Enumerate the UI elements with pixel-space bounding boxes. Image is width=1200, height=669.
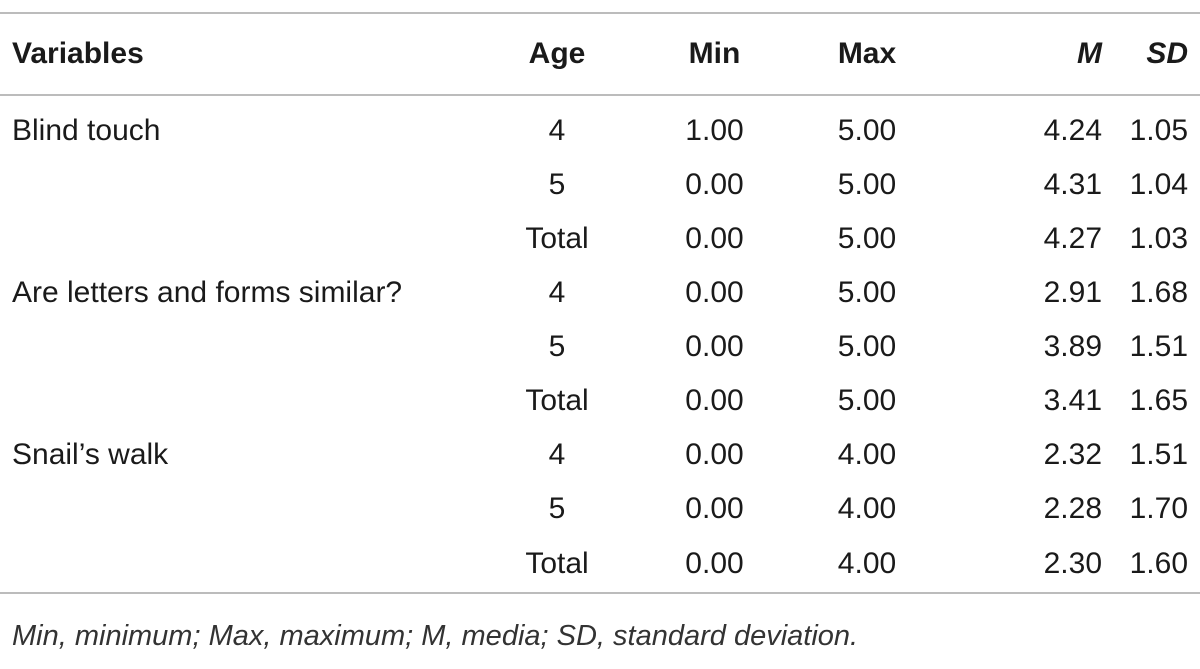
cell-sd: 1.60 [1129,547,1188,580]
cell-min: 0.00 [685,492,744,525]
cell-sd: 1.03 [1129,222,1188,255]
cell-mean: 4.31 [1043,168,1102,201]
header-min: Min [688,37,741,70]
cell-mean: 2.30 [1043,547,1102,580]
table-body: Blind touch 4 1.00 5.00 4.24 1.05 5 0.00… [0,95,1200,593]
header-sd: SD [1146,37,1188,70]
cell-sd: 1.05 [1129,114,1188,147]
header-row: Variables Age Min Max M SD [0,13,1200,95]
cell-max: 4.00 [837,492,897,525]
cell-max: 5.00 [837,384,897,417]
cell-mean: 3.41 [1043,384,1102,417]
cell-age: 4 [548,438,566,471]
table-row: Total 0.00 5.00 4.27 1.03 [0,212,1200,266]
cell-variable: Snail’s walk [12,438,169,471]
cell-min: 0.00 [685,547,744,580]
cell-variable: Are letters and forms similar? [12,276,403,309]
cell-age: 5 [548,330,566,363]
cell-mean: 3.89 [1043,330,1102,363]
cell-max: 5.00 [837,276,897,309]
cell-mean: 2.28 [1043,492,1102,525]
table-row: Total 0.00 5.00 3.41 1.65 [0,374,1200,428]
table-row: Are letters and forms similar? 4 0.00 5.… [0,266,1200,320]
cell-max: 5.00 [837,330,897,363]
header-variables: Variables [12,37,144,70]
cell-variable [0,536,467,593]
cell-min: 0.00 [685,222,744,255]
cell-max: 5.00 [837,114,897,147]
table-row: 5 0.00 4.00 2.28 1.70 [0,482,1200,536]
header-max: Max [837,37,897,70]
cell-min: 0.00 [685,276,744,309]
cell-age: Total [525,547,589,580]
cell-variable [0,482,467,536]
cell-max: 5.00 [837,168,897,201]
cell-mean: 4.27 [1043,222,1102,255]
cell-variable [0,212,467,266]
cell-min: 0.00 [685,168,744,201]
cell-age: 4 [548,276,566,309]
cell-mean: 4.24 [1043,114,1102,147]
cell-sd: 1.68 [1129,276,1188,309]
table-row: 5 0.00 5.00 3.89 1.51 [0,320,1200,374]
cell-sd: 1.70 [1129,492,1188,525]
cell-variable [0,158,467,212]
cell-mean: 2.32 [1043,438,1102,471]
cell-age: Total [525,222,589,255]
header-age: Age [528,37,586,70]
cell-age: Total [525,384,589,417]
table-row: Snail’s walk 4 0.00 4.00 2.32 1.51 [0,428,1200,482]
cell-variable [0,374,467,428]
cell-variable: Blind touch [12,114,161,147]
cell-variable [0,320,467,374]
cell-age: 5 [548,168,566,201]
cell-sd: 1.51 [1129,330,1188,363]
cell-mean: 2.91 [1043,276,1102,309]
cell-min: 1.00 [685,114,744,147]
cell-max: 4.00 [837,547,897,580]
cell-sd: 1.65 [1129,384,1188,417]
cell-age: 4 [548,114,566,147]
cell-age: 5 [548,492,566,525]
cell-max: 4.00 [837,438,897,471]
cell-min: 0.00 [685,384,744,417]
cell-min: 0.00 [685,330,744,363]
table-footnote: Min, minimum; Max, maximum; M, media; SD… [12,620,859,652]
table-row: Blind touch 4 1.00 5.00 4.24 1.05 [0,95,1200,158]
table-row: 5 0.00 5.00 4.31 1.04 [0,158,1200,212]
cell-min: 0.00 [685,438,744,471]
header-mean: M [1077,37,1102,70]
table-row: Total 0.00 4.00 2.30 1.60 [0,536,1200,593]
table-header: Variables Age Min Max M SD [0,13,1200,95]
descriptive-statistics-table: Variables Age Min Max M SD Blind touch 4… [0,12,1200,594]
cell-max: 5.00 [837,222,897,255]
cell-sd: 1.51 [1129,438,1188,471]
cell-sd: 1.04 [1129,168,1188,201]
